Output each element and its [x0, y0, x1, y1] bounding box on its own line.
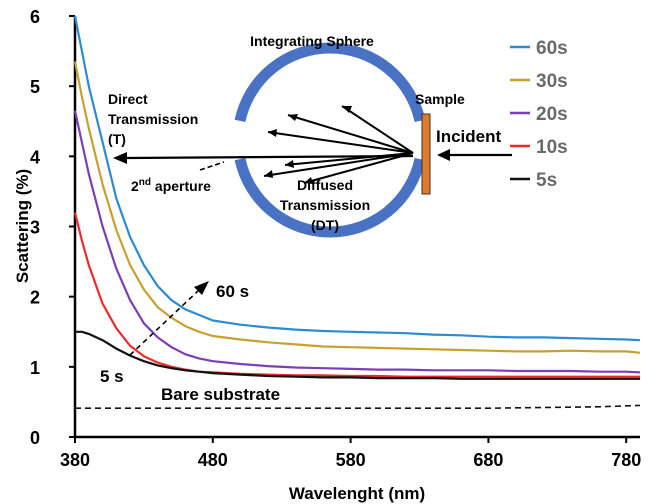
diffused-label-line1: Diffused [297, 177, 353, 193]
y-axis-title: Scattering (%) [13, 169, 32, 283]
series-line-20s [73, 110, 641, 374]
growth-arrow [129, 281, 209, 356]
aperture-pointer [199, 161, 225, 171]
direct-transmission-arrow-head [113, 152, 127, 164]
aperture-label: 2nd aperture [131, 177, 211, 194]
growth-arrow-head [194, 281, 209, 295]
legend-label: 10s [536, 137, 568, 158]
y-tick-label: 3 [30, 218, 40, 238]
ray [341, 105, 414, 154]
direct-transmission-arrow [123, 154, 414, 160]
sample-plate [421, 113, 431, 195]
arrow-end-label: 60 s [216, 282, 249, 301]
aperture-label-number: 2 [131, 178, 139, 194]
direct-label-line3: (T) [108, 131, 126, 147]
legend-label: 5s [536, 170, 557, 191]
ray-head [304, 177, 313, 184]
x-axis-title: Wavelenght (nm) [289, 484, 425, 503]
ray [287, 114, 414, 154]
ray-head [285, 160, 294, 168]
diffused-label-line3: (DT) [311, 217, 339, 233]
diffused-label-line2: Transmission [280, 197, 370, 213]
arrow-start-label: 5 s [100, 367, 124, 386]
ray-head [268, 129, 277, 137]
ray-head [288, 114, 298, 121]
y-tick-label: 0 [30, 428, 40, 448]
axis-ticks: 380 480 580 680 780 0 1 2 3 4 5 6 [30, 7, 641, 470]
legend-label: 20s [536, 104, 568, 125]
legend-label: 30s [536, 71, 568, 92]
x-tick-label: 380 [60, 450, 90, 470]
ray-head [264, 170, 273, 178]
series-line-bare-substrate [75, 404, 641, 410]
bare-substrate-label: Bare substrate [161, 385, 280, 404]
ray [267, 131, 414, 154]
ray [303, 152, 414, 184]
series-line-5s [75, 330, 640, 380]
ray-heads [264, 106, 352, 184]
y-tick-label: 4 [30, 147, 40, 167]
legend-label: 60s [536, 38, 568, 59]
inset-title: Integrating Sphere [250, 33, 374, 49]
aperture-label-superscript: nd [139, 177, 151, 188]
series-line-60s [73, 15, 641, 342]
y-tick-label: 1 [30, 358, 40, 378]
legend: 60s 30s 20s 10s 5s [510, 38, 568, 191]
sample-label: Sample [415, 91, 465, 107]
y-tick-label: 5 [30, 77, 40, 97]
ray [284, 152, 414, 166]
incident-label: Incident [436, 127, 502, 146]
direct-label-line1: Direct [108, 91, 148, 107]
x-tick-label: 580 [336, 450, 366, 470]
integrating-sphere-inset: Integrating Sphere Direct Transmission (… [108, 33, 512, 238]
x-tick-label: 680 [473, 450, 503, 470]
growth-arrow-line [129, 290, 199, 356]
aperture-label-text: aperture [151, 178, 211, 194]
series-line-30s [73, 61, 641, 354]
incident-arrow-head [437, 149, 450, 161]
y-tick-label: 6 [30, 7, 40, 27]
x-tick-label: 480 [198, 450, 228, 470]
direct-label-line2: Transmission [108, 111, 198, 127]
y-tick-label: 2 [30, 288, 40, 308]
x-tick-label: 780 [611, 450, 641, 470]
series-lines [73, 15, 641, 410]
sphere-ring [234, 42, 426, 238]
scattered-rays [263, 105, 414, 184]
ray-head [342, 106, 352, 113]
series-line-10s [73, 212, 640, 378]
